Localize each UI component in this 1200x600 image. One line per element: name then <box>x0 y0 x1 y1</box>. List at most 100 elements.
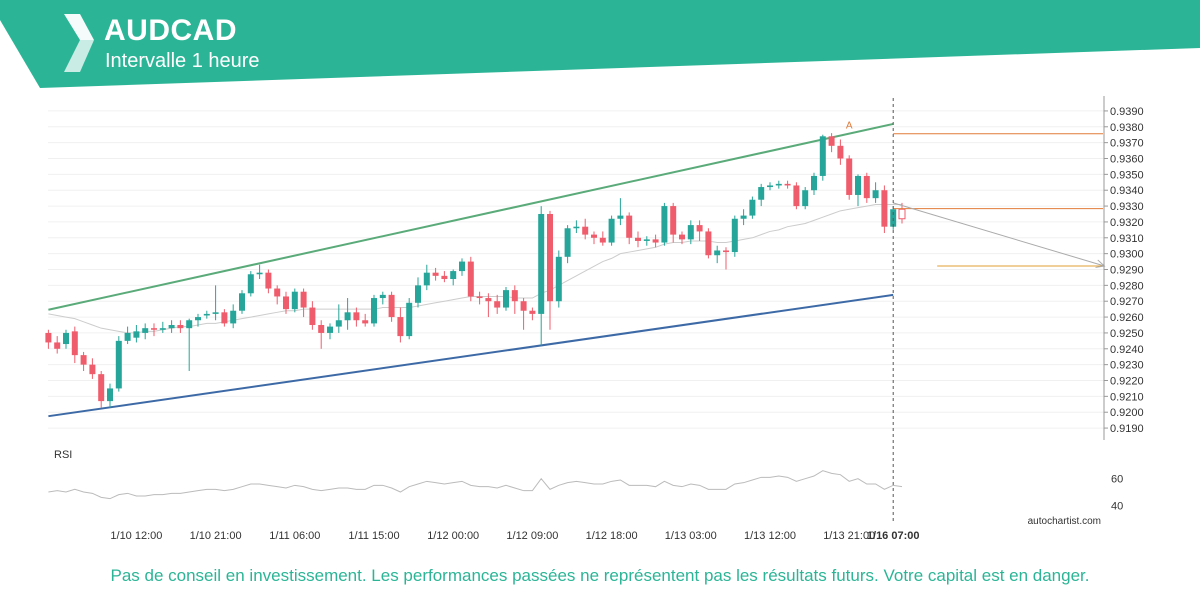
candle-body <box>291 291 298 310</box>
candle-body <box>819 136 826 176</box>
x-tick-label: 1/16 07:00 <box>867 530 920 542</box>
candle-body <box>555 256 562 302</box>
rsi-tick-label: 40 <box>1111 500 1123 512</box>
candle-body <box>203 313 210 316</box>
candle-body <box>855 175 861 195</box>
y-tick-label: 0.9370 <box>1110 138 1144 150</box>
candle-body <box>133 331 140 338</box>
y-tick-label: 0.9260 <box>1110 312 1144 324</box>
candle-body <box>80 355 87 365</box>
x-tick-label: 1/11 15:00 <box>348 530 399 542</box>
channel-lower-line <box>48 293 894 418</box>
candle-body <box>274 288 281 297</box>
candle-body <box>652 239 659 243</box>
y-tick-label: 0.9300 <box>1110 249 1144 261</box>
candle-body <box>599 237 606 243</box>
candle-body <box>898 208 906 220</box>
candle-body <box>186 320 193 329</box>
price-chart: A 0.9390 0.9380 0.9370 0.9360 0.9350 0.9340 0.… <box>45 96 1144 542</box>
autochartist-logo-icon <box>64 14 94 72</box>
y-tick-label: 0.9220 <box>1110 376 1144 388</box>
candle-body <box>485 298 492 302</box>
candle-body <box>459 261 465 272</box>
header-banner: AUDCAD Intervalle 1 heure <box>0 0 1200 90</box>
candle-body <box>115 340 122 389</box>
candle-body <box>406 302 413 337</box>
candle-body <box>309 307 316 325</box>
candle-body <box>573 226 580 229</box>
candle-body <box>696 225 703 232</box>
candle-body <box>423 272 430 286</box>
disclaimer-text: Pas de conseil en investissement. Les pe… <box>110 566 1090 585</box>
candle-body <box>661 206 668 243</box>
header-background <box>0 0 1200 88</box>
y-tick-label: 0.9390 <box>1110 106 1144 118</box>
y-tick-label: 0.9190 <box>1110 423 1144 435</box>
candle-body <box>63 332 69 345</box>
channel-upper-line <box>48 122 894 311</box>
y-tick-label: 0.9350 <box>1110 169 1144 181</box>
candle-body <box>159 328 166 330</box>
candle-body <box>591 234 597 238</box>
candle-body <box>318 325 325 333</box>
candle-body <box>643 239 650 241</box>
candle-body <box>98 374 105 402</box>
x-tick-label: 1/12 00:00 <box>427 530 479 542</box>
symbol-title: AUDCAD <box>104 14 237 47</box>
x-tick-label: 1/12 18:00 <box>586 530 638 542</box>
candle-body <box>432 272 439 276</box>
y-tick-label: 0.9310 <box>1110 233 1144 245</box>
candle-body <box>344 312 351 321</box>
candle-body <box>45 332 52 343</box>
candle-body <box>239 293 245 311</box>
candle-body <box>476 296 483 299</box>
candle-body <box>802 190 809 207</box>
candle-body <box>617 215 624 219</box>
candle-body <box>529 310 536 314</box>
candle-body <box>608 218 615 243</box>
candle-body <box>151 328 157 330</box>
candle-body <box>670 206 677 235</box>
candle-body <box>256 272 263 275</box>
y-tick-label: 0.9380 <box>1110 122 1144 134</box>
candle-body <box>635 237 641 241</box>
candle-body <box>863 175 870 199</box>
candle-body <box>212 312 219 314</box>
candle-body <box>784 183 791 186</box>
candle-body <box>265 272 272 289</box>
y-tick-label: 0.9320 <box>1110 217 1144 229</box>
x-tick-label: 1/11 06:00 <box>269 530 320 542</box>
candle-body <box>872 190 879 199</box>
candle-body <box>811 175 817 191</box>
candle-body <box>846 158 853 195</box>
header-shape <box>0 0 1200 88</box>
candle-body <box>749 199 756 216</box>
x-tick-label: 1/12 09:00 <box>506 530 558 542</box>
candle-body <box>714 250 721 256</box>
candle-body <box>828 136 835 146</box>
x-tick-label: 1/13 03:00 <box>665 530 717 542</box>
candle-body <box>371 298 377 324</box>
pattern-point-label: A <box>846 120 853 131</box>
moving-average-line <box>48 203 902 334</box>
interval-subtitle: Intervalle 1 heure <box>105 50 260 72</box>
candle-body <box>379 294 386 299</box>
candle-body <box>723 250 729 253</box>
x-tick-label: 1/10 21:00 <box>190 530 242 542</box>
candle-body <box>142 328 149 333</box>
candle-body <box>740 215 747 219</box>
x-tick-label: 1/13 21:00 <box>823 530 875 542</box>
candle-body <box>687 225 694 240</box>
candle-body <box>837 145 844 159</box>
candle-body <box>582 226 589 235</box>
candle-body <box>731 218 738 253</box>
rsi-line <box>48 470 903 500</box>
candle-body <box>397 317 404 337</box>
candle-body <box>124 332 131 341</box>
y-tick-label: 0.9200 <box>1110 407 1144 419</box>
candle-body <box>327 326 333 333</box>
candle-body <box>547 214 553 302</box>
candle-body <box>247 274 254 294</box>
candle-body <box>107 388 113 402</box>
candle-body <box>335 320 342 327</box>
